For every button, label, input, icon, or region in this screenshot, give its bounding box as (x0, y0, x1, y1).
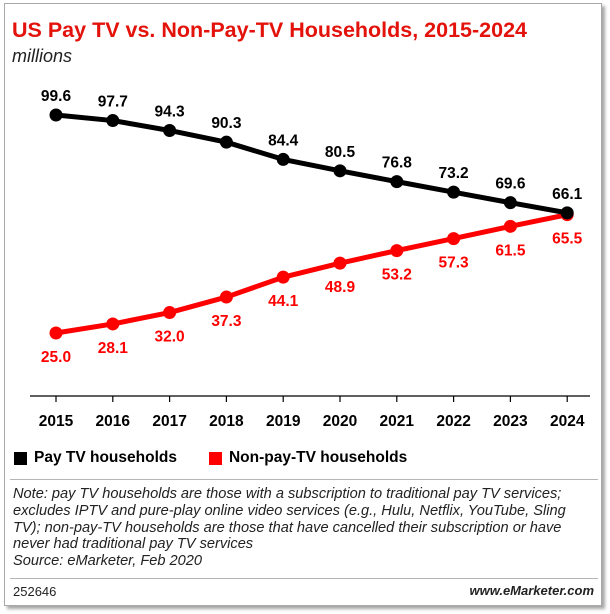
data-label-pay-tv-households-2023: 69.6 (495, 176, 526, 193)
data-label-non-pay-tv-households-2020: 48.9 (325, 279, 356, 296)
data-point-pay-tv-households-2015 (49, 108, 63, 122)
data-label-pay-tv-households-2017: 94.3 (155, 103, 186, 120)
x-tick-label-2016: 2016 (96, 413, 131, 430)
data-point-non-pay-tv-households-2023 (503, 219, 517, 233)
data-point-pay-tv-households-2016 (106, 114, 120, 128)
legend-item-pay-tv: Pay TV households (14, 449, 177, 467)
x-tick-label-2023: 2023 (493, 413, 528, 430)
data-label-non-pay-tv-households-2021: 53.2 (382, 267, 412, 284)
note-divider (10, 479, 598, 480)
data-point-non-pay-tv-households-2016 (106, 317, 120, 331)
data-point-non-pay-tv-households-2017 (163, 306, 177, 320)
legend-item-non-pay-tv: Non-pay-TV households (208, 449, 408, 467)
x-tick-label-2021: 2021 (380, 413, 415, 430)
x-tick-label-2024: 2024 (550, 413, 585, 430)
data-point-pay-tv-households-2022 (447, 185, 461, 199)
data-label-pay-tv-households-2019: 84.4 (268, 132, 299, 149)
legend-swatch-non-pay-tv (208, 451, 222, 465)
data-label-pay-tv-households-2015: 99.6 (41, 88, 72, 105)
legend-label-pay-tv: Pay TV households (34, 449, 177, 466)
x-tick-label-2015: 2015 (39, 413, 74, 430)
chart-title: US Pay TV vs. Non-Pay-TV Households, 201… (12, 18, 527, 42)
data-point-non-pay-tv-households-2022 (447, 232, 461, 246)
legend: Pay TV households Non-pay-TV households (14, 449, 439, 467)
data-point-pay-tv-households-2021 (390, 175, 404, 189)
data-point-non-pay-tv-households-2021 (390, 244, 404, 258)
data-point-non-pay-tv-households-2020 (333, 256, 347, 270)
series-line-pay-tv-households (53, 112, 570, 216)
data-point-pay-tv-households-2018 (219, 135, 233, 149)
x-tick-label-2020: 2020 (323, 413, 357, 430)
note-text: Note: pay TV households are those with a… (13, 486, 566, 553)
x-tick-label-2019: 2019 (266, 413, 301, 430)
data-point-non-pay-tv-households-2015 (49, 326, 63, 340)
x-tick-label-2018: 2018 (209, 413, 244, 430)
chart-frame (4, 3, 602, 606)
line-chart: 2015 2016 2017 2018 2019 2020 2021 2022 2023 2024… (30, 88, 590, 430)
data-point-non-pay-tv-households-2018 (219, 290, 233, 304)
data-label-pay-tv-households-2018: 90.3 (211, 115, 242, 132)
data-label-non-pay-tv-households-2017: 32.0 (155, 329, 185, 346)
data-label-pay-tv-households-2024: 66.1 (552, 186, 583, 203)
data-point-non-pay-tv-households-2019 (276, 270, 290, 284)
chart-id: 252646 (13, 584, 57, 599)
source-text: Source: eMarketer, Feb 2020 (13, 553, 203, 570)
data-label-non-pay-tv-households-2023: 61.5 (495, 242, 526, 259)
x-tick-label-2022: 2022 (436, 413, 470, 430)
data-point-pay-tv-households-2024 (560, 206, 574, 220)
data-point-pay-tv-households-2019 (276, 152, 290, 166)
data-point-pay-tv-households-2017 (163, 123, 177, 137)
note-block: Note: pay TV households are those with a… (13, 486, 597, 570)
footer-divider (10, 578, 598, 579)
chart-subtitle: millions (12, 46, 73, 66)
brand-url: www.eMarketer.com (469, 583, 594, 598)
series-line-non-pay-tv-households (53, 212, 570, 336)
data-label-non-pay-tv-households-2016: 28.1 (98, 340, 129, 357)
legend-label-non-pay-tv: Non-pay-TV households (228, 449, 408, 466)
x-tick-label-2017: 2017 (152, 413, 186, 430)
data-label-pay-tv-households-2020: 80.5 (325, 144, 356, 161)
data-label-non-pay-tv-households-2024: 65.5 (552, 231, 583, 248)
data-label-non-pay-tv-households-2022: 57.3 (439, 255, 470, 272)
data-label-non-pay-tv-households-2018: 37.3 (211, 313, 242, 330)
data-label-non-pay-tv-households-2015: 25.0 (41, 349, 71, 366)
data-point-pay-tv-households-2020 (333, 164, 347, 178)
data-label-pay-tv-households-2022: 73.2 (439, 165, 469, 182)
data-point-pay-tv-households-2023 (503, 196, 517, 210)
legend-swatch-pay-tv (14, 451, 27, 465)
data-label-non-pay-tv-households-2019: 44.1 (268, 293, 299, 310)
data-label-pay-tv-households-2016: 97.7 (98, 94, 128, 111)
data-label-pay-tv-households-2021: 76.8 (382, 155, 413, 172)
